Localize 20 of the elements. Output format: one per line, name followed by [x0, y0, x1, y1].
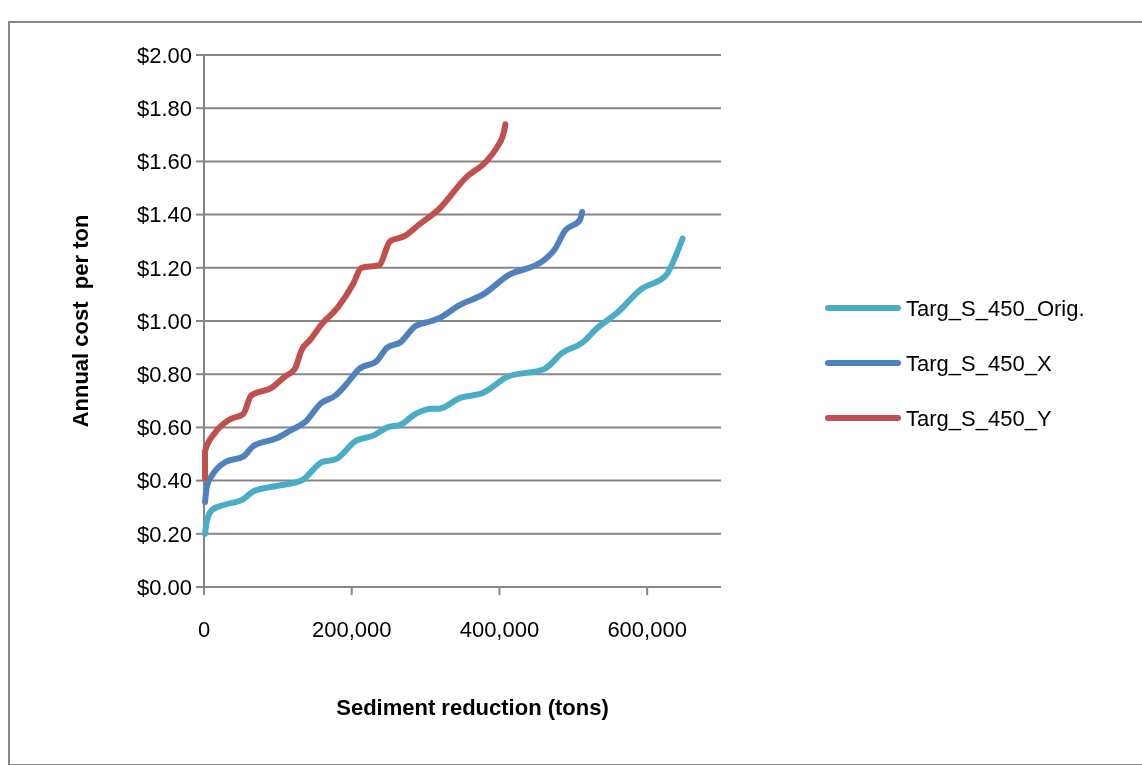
x-axis-title: Sediment reduction (tons)	[336, 695, 609, 720]
y-tick-label: $0.60	[136, 415, 192, 441]
x-tick-label: 600,000	[607, 617, 687, 642]
y-tick-label: $1.00	[136, 308, 192, 334]
y-tick-label: $1.80	[136, 95, 192, 121]
y-axis-title: Annual cost per ton	[68, 214, 93, 428]
y-tick-label: $0.80	[136, 361, 192, 387]
y-tick-label: $0.00	[136, 574, 192, 600]
legend-label: Targ_S_450_Y	[906, 405, 1052, 431]
y-tick-label: $2.00	[136, 42, 192, 68]
y-tick-label: $1.40	[136, 202, 192, 228]
y-tick-label: $0.20	[136, 521, 192, 547]
x-tick-label: 200,000	[311, 617, 392, 642]
x-tick-label: 400,000	[459, 617, 540, 642]
y-tick-label: $0.40	[136, 468, 192, 494]
legend-label: Targ_S_450_Orig.	[906, 295, 1085, 321]
y-tick-label: $1.60	[136, 149, 192, 175]
x-tick-label: 0	[197, 617, 211, 642]
legend-label: Targ_S_450_X	[906, 350, 1052, 376]
y-tick-label: $1.20	[136, 255, 192, 281]
